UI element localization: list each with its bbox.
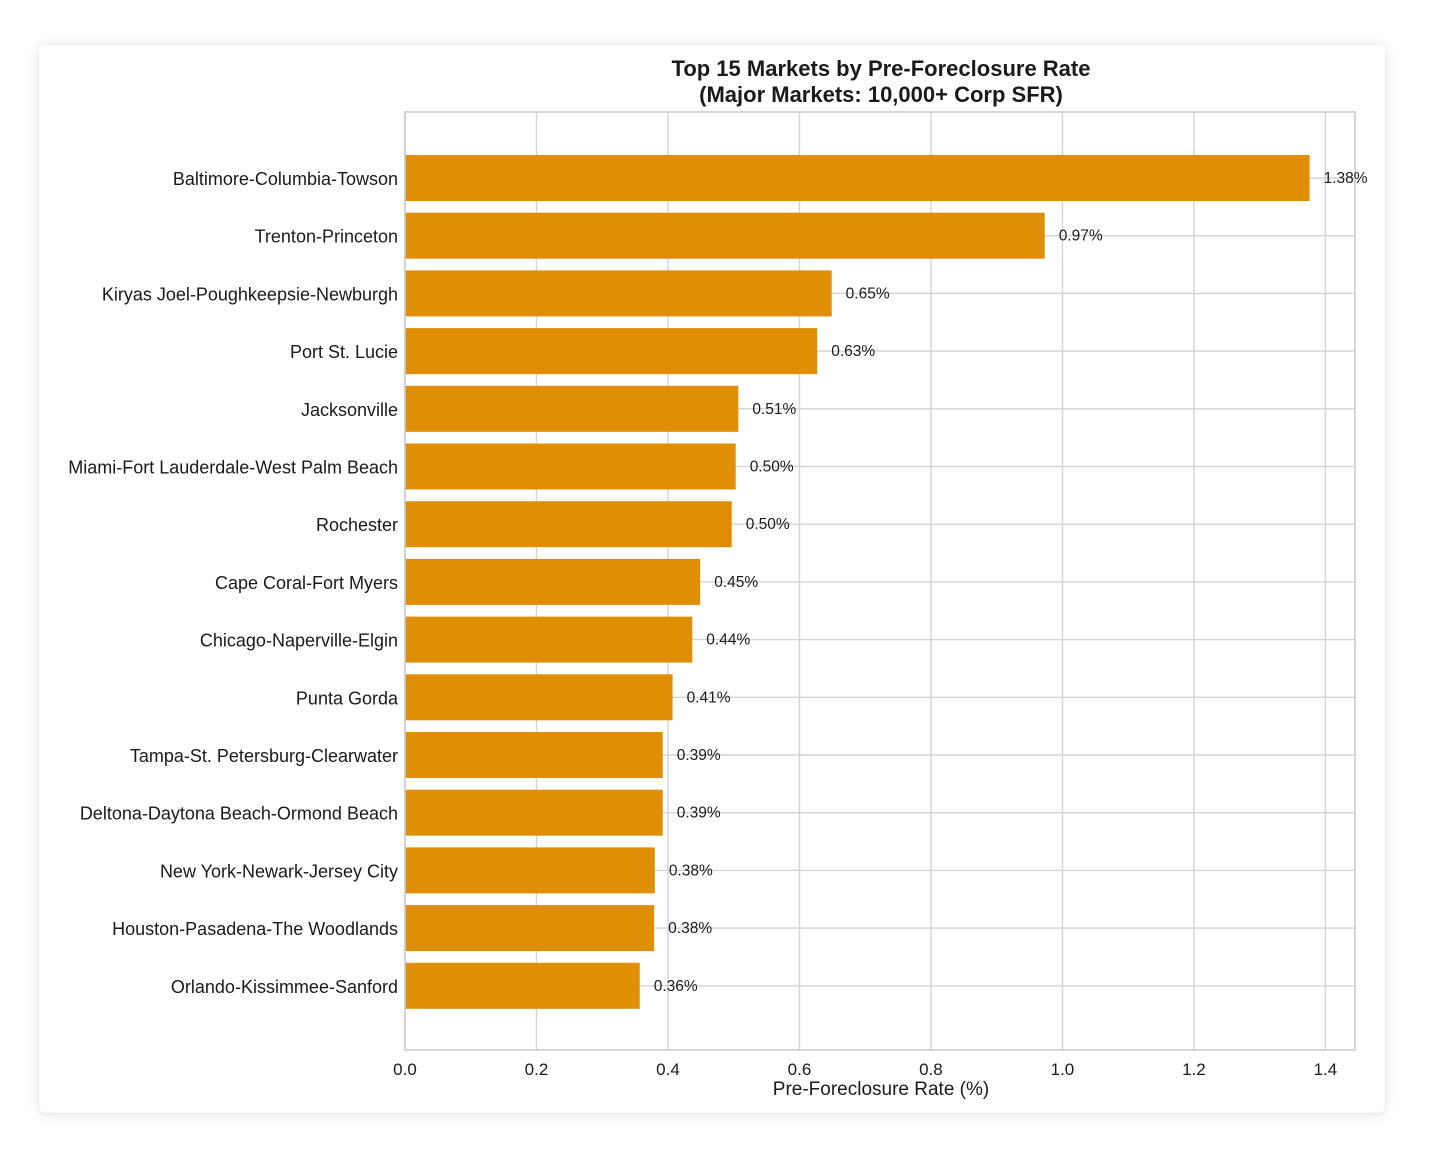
category-label: Chicago-Naperville-Elgin <box>200 631 398 651</box>
plot-border <box>404 111 1356 1051</box>
category-label: Miami-Fort Lauderdale-West Palm Beach <box>68 458 398 478</box>
category-label: Kiryas Joel-Poughkeepsie-Newburgh <box>102 284 398 304</box>
chart-subtitle: (Major Markets: 10,000+ Corp SFR) <box>699 82 1063 107</box>
category-label: Punta Gorda <box>296 688 399 708</box>
x-tick-label: 0.2 <box>525 1060 549 1079</box>
value-label: 0.41% <box>687 689 731 706</box>
bar <box>405 905 655 952</box>
bar <box>405 385 739 432</box>
chart-title: Top 15 Markets by Pre-Foreclosure Rate <box>672 56 1091 81</box>
x-tick-label: 0.0 <box>393 1060 417 1079</box>
category-label: Rochester <box>316 515 398 535</box>
category-label: Port St. Lucie <box>290 342 398 362</box>
x-tick-label: 1.4 <box>1314 1060 1338 1079</box>
value-label: 0.44% <box>706 632 750 649</box>
bar <box>405 789 663 836</box>
bar <box>405 443 736 490</box>
x-tick-label: 0.6 <box>788 1060 812 1079</box>
bars <box>405 155 1310 1009</box>
bar <box>405 270 832 317</box>
x-axis-title: Pre-Foreclosure Rate (%) <box>773 1079 989 1100</box>
value-label: 0.50% <box>746 516 790 533</box>
category-label: Tampa-St. Petersburg-Clearwater <box>130 746 398 766</box>
bar <box>405 616 693 663</box>
bar <box>405 501 732 548</box>
value-label: 0.97% <box>1059 228 1103 245</box>
category-label: Orlando-Kissimmee-Sanford <box>171 977 398 997</box>
x-tick-label: 1.2 <box>1182 1060 1206 1079</box>
bar <box>405 328 818 375</box>
value-label: 0.39% <box>677 805 721 822</box>
plot-frame <box>404 111 1356 1051</box>
category-label: Cape Coral-Fort Myers <box>215 573 398 593</box>
value-label: 1.38% <box>1324 170 1368 187</box>
value-label: 0.39% <box>677 747 721 764</box>
labels: 0.0 0.2 0.4 0.6 0.8 1.0 1.2 1.4 Baltimore-Columb… <box>68 169 1368 1079</box>
chart-card: Top 15 Markets by Pre-Foreclosure Rate (… <box>39 45 1385 1113</box>
bar <box>405 155 1310 201</box>
x-tick-label: 1.0 <box>1051 1060 1075 1079</box>
category-label: Deltona-Daytona Beach-Ormond Beach <box>80 804 398 824</box>
category-label: Baltimore-Columbia-Towson <box>173 169 398 189</box>
value-label: 0.36% <box>654 978 698 995</box>
category-label: Houston-Pasadena-The Woodlands <box>112 919 398 939</box>
value-label: 0.65% <box>846 285 890 302</box>
category-label: Jacksonville <box>301 400 398 420</box>
value-label: 0.51% <box>752 401 796 418</box>
bar <box>405 558 701 605</box>
bar <box>405 732 663 778</box>
value-label: 0.38% <box>669 862 713 879</box>
value-label: 0.63% <box>831 343 875 360</box>
category-label: Trenton-Princeton <box>255 227 398 247</box>
bar <box>405 847 655 894</box>
value-label: 0.38% <box>668 920 712 937</box>
category-label: New York-Newark-Jersey City <box>160 861 398 881</box>
bar-chart: Top 15 Markets by Pre-Foreclosure Rate (… <box>68 56 1368 1100</box>
x-tick-label: 0.8 <box>919 1060 943 1079</box>
bar <box>405 962 640 1009</box>
bar <box>405 674 673 721</box>
value-label: 0.50% <box>750 459 794 476</box>
value-label: 0.45% <box>714 574 758 591</box>
x-tick-label: 0.4 <box>656 1060 680 1079</box>
bar <box>405 212 1045 259</box>
